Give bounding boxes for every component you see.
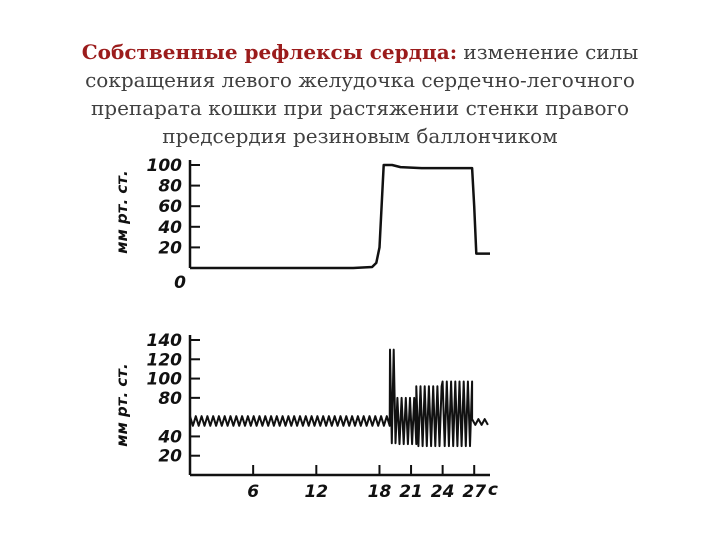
bottom-x-tick-label: 21 [399, 482, 423, 502]
bottom-x-axis-label: с [488, 480, 498, 500]
bottom-y-tick-label: 140 [147, 331, 183, 351]
top-y-tick-label: 80 [158, 177, 182, 197]
top-y-axis-label: мм рт. ст. [113, 170, 131, 253]
bottom-y-tick-label: 100 [147, 370, 183, 390]
top-y-tick-label: 0 [174, 273, 186, 293]
slide-title-rest: изменение силы сокращения левого желудоч… [85, 40, 639, 148]
top-y-tick-label: 20 [158, 238, 182, 258]
top-y-tick-label: 100 [147, 156, 183, 176]
bottom-x-tick-label: 27 [462, 482, 486, 502]
top-y-tick-label: 60 [158, 197, 182, 217]
bottom-y-axis-label: мм рт. ст. [113, 363, 131, 446]
top-y-tick-label: 40 [157, 218, 182, 238]
slide-title: Собственные рефлексы сердца: изменение с… [40, 38, 680, 150]
bottom-series-line [189, 348, 489, 448]
bottom-y-tick-label: 80 [158, 389, 182, 409]
bottom-y-tick-label: 120 [147, 350, 183, 370]
bottom-x-tick-label: 18 [368, 482, 392, 502]
slide-title-bold: Собственные рефлексы сердца: [81, 40, 458, 64]
bottom-y-tick-label: 20 [158, 447, 182, 467]
bottom-x-tick-label: 6 [247, 482, 259, 502]
top-series-line [190, 163, 490, 270]
bottom-x-tick-label: 12 [304, 482, 328, 502]
bottom-x-tick-label: 24 [431, 482, 455, 502]
bottom-y-tick-label: 40 [157, 427, 182, 447]
